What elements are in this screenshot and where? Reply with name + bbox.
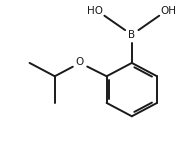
Text: HO: HO: [87, 6, 103, 16]
Text: O: O: [76, 57, 84, 67]
Text: B: B: [128, 30, 135, 40]
Text: OH: OH: [161, 6, 177, 16]
